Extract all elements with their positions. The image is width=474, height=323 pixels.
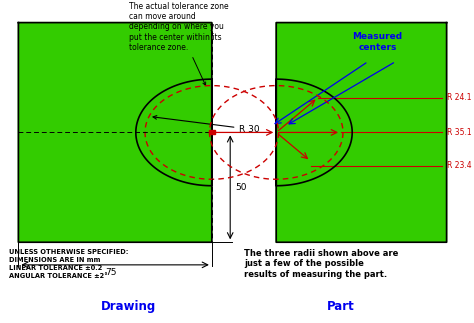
- Text: Measured
centers: Measured centers: [353, 32, 402, 52]
- Text: 50: 50: [235, 183, 246, 192]
- Polygon shape: [276, 23, 447, 242]
- Text: The actual tolerance zone
can move around
depending on where you
put the center : The actual tolerance zone can move aroun…: [129, 2, 228, 85]
- Text: R 23.4: R 23.4: [447, 162, 471, 171]
- Text: Drawing: Drawing: [101, 300, 156, 313]
- Text: R 30: R 30: [153, 116, 260, 134]
- Text: R 24.1: R 24.1: [447, 93, 471, 102]
- Text: 75: 75: [105, 268, 116, 277]
- Bar: [209, 130, 215, 134]
- Text: The three radii shown above are
just a few of the possible
results of measuring : The three radii shown above are just a f…: [244, 249, 398, 278]
- Text: Part: Part: [327, 300, 355, 313]
- Polygon shape: [18, 23, 212, 242]
- Text: R 35.1: R 35.1: [447, 128, 471, 137]
- Text: UNLESS OTHERWISE SPECIFIED:
DIMENSIONS ARE IN mm
LINEAR TOLERANCE ±0.2
ANGULAR T: UNLESS OTHERWISE SPECIFIED: DIMENSIONS A…: [9, 249, 129, 279]
